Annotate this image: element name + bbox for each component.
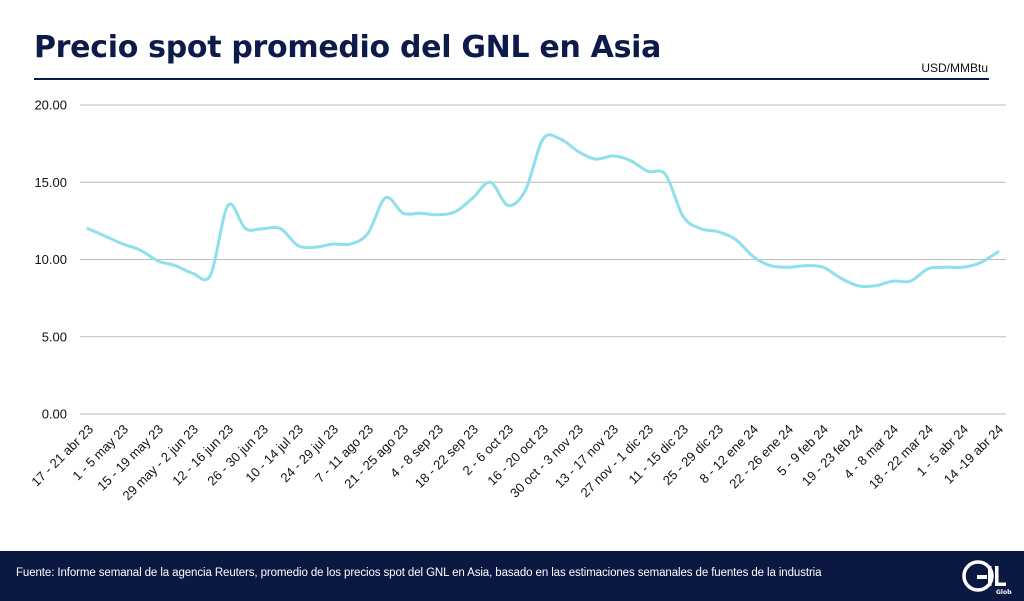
source-note: Fuente: Informe semanal de la agencia Re…	[16, 567, 822, 579]
y-tick-label: 15.00	[34, 175, 67, 190]
footer-bar: Fuente: Informe semanal de la agencia Re…	[0, 551, 1024, 601]
gridlines	[80, 104, 1006, 415]
y-tick-label: 10.00	[34, 252, 67, 267]
y-tick-label: 5.00	[42, 329, 67, 344]
series-layer	[86, 133, 1000, 289]
y-tick-label: 0.00	[42, 407, 67, 422]
title-underline	[34, 78, 989, 80]
page-title: Precio spot promedio del GNL en Asia	[34, 30, 662, 65]
svg-text:Global: Global	[996, 589, 1012, 596]
y-tick-label: 20.00	[34, 98, 67, 113]
series-line	[86, 133, 1000, 289]
line-chart: 0.00 5.00 10.00 15.00 20.00 17 - 21 abr 231 …	[28, 98, 1006, 504]
unit-label: USD/MMBtu	[921, 61, 988, 75]
gnl-global-logo: Global	[962, 560, 1012, 596]
y-axis-ticks: 0.00 5.00 10.00 15.00 20.00	[34, 98, 67, 422]
